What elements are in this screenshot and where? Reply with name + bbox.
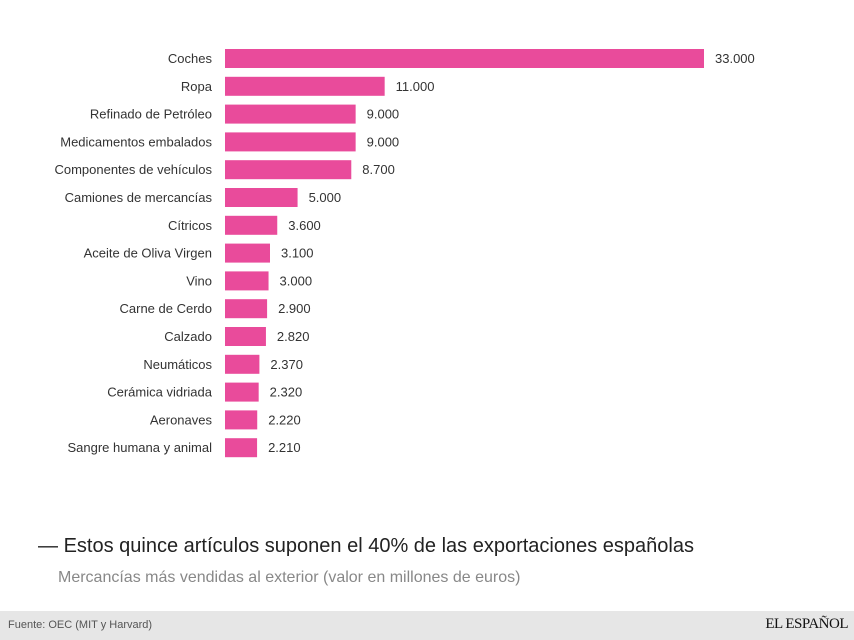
category-label: Camiones de mercancías [65,190,213,205]
bar-chart: Coches 33.000 Ropa 11.000 Refinado de Petról… [54,49,755,458]
value-label: 2.370 [270,357,303,372]
value-label: 2.320 [270,385,303,400]
category-label: Medicamentos embalados [60,134,212,149]
category-label: Calzado [164,329,212,344]
value-label: 9.000 [367,107,400,122]
category-label: Aceite de Oliva Virgen [84,246,212,261]
value-label: 2.210 [268,440,301,455]
category-label: Refinado de Petróleo [90,107,212,122]
value-label: 3.600 [288,218,321,233]
value-label: 2.220 [268,412,301,427]
bar [225,188,298,207]
value-label: 2.820 [277,329,310,344]
bar [225,299,268,319]
chart-subtitle: Mercancías más vendidas al exterior (val… [58,569,521,586]
bar [225,49,704,68]
bar [225,354,260,374]
source-note: Fuente: OEC (MIT y Harvard) [8,619,153,631]
category-label: Vino [186,273,212,288]
value-label: 9.000 [367,134,400,149]
value-label: 3.000 [280,273,313,288]
el-espanol-logo: EL ESPAÑOL [765,616,848,632]
category-label: Componentes de vehículos [54,162,212,177]
bar [225,243,270,263]
category-label: Cerámica vidriada [107,385,213,400]
value-label: 8.700 [362,162,395,177]
bar [225,104,356,124]
bar [225,132,356,152]
value-label: 11.000 [396,79,435,94]
bar [225,410,258,430]
bar [225,327,266,346]
category-label: Cítricos [168,218,213,233]
category-label: Aeronaves [150,412,213,427]
category-label: Neumáticos [143,357,212,372]
value-label: 2.900 [278,301,311,316]
value-label: 33.000 [715,51,755,66]
value-label: 3.100 [281,246,314,261]
bar [225,271,269,291]
category-label: Coches [168,51,213,66]
bar [225,215,278,235]
bar [225,438,258,458]
category-label: Sangre humana y animal [67,440,212,455]
bar [225,382,259,402]
chart-title: — Estos quince artículos suponen el 40% … [38,535,694,557]
category-label: Ropa [181,79,213,94]
bar [225,160,352,180]
value-label: 5.000 [309,190,342,205]
bar [225,76,385,96]
category-label: Carne de Cerdo [120,301,213,316]
footer: Fuente: OEC (MIT y Harvard) EL ESPAÑOL [0,611,854,640]
